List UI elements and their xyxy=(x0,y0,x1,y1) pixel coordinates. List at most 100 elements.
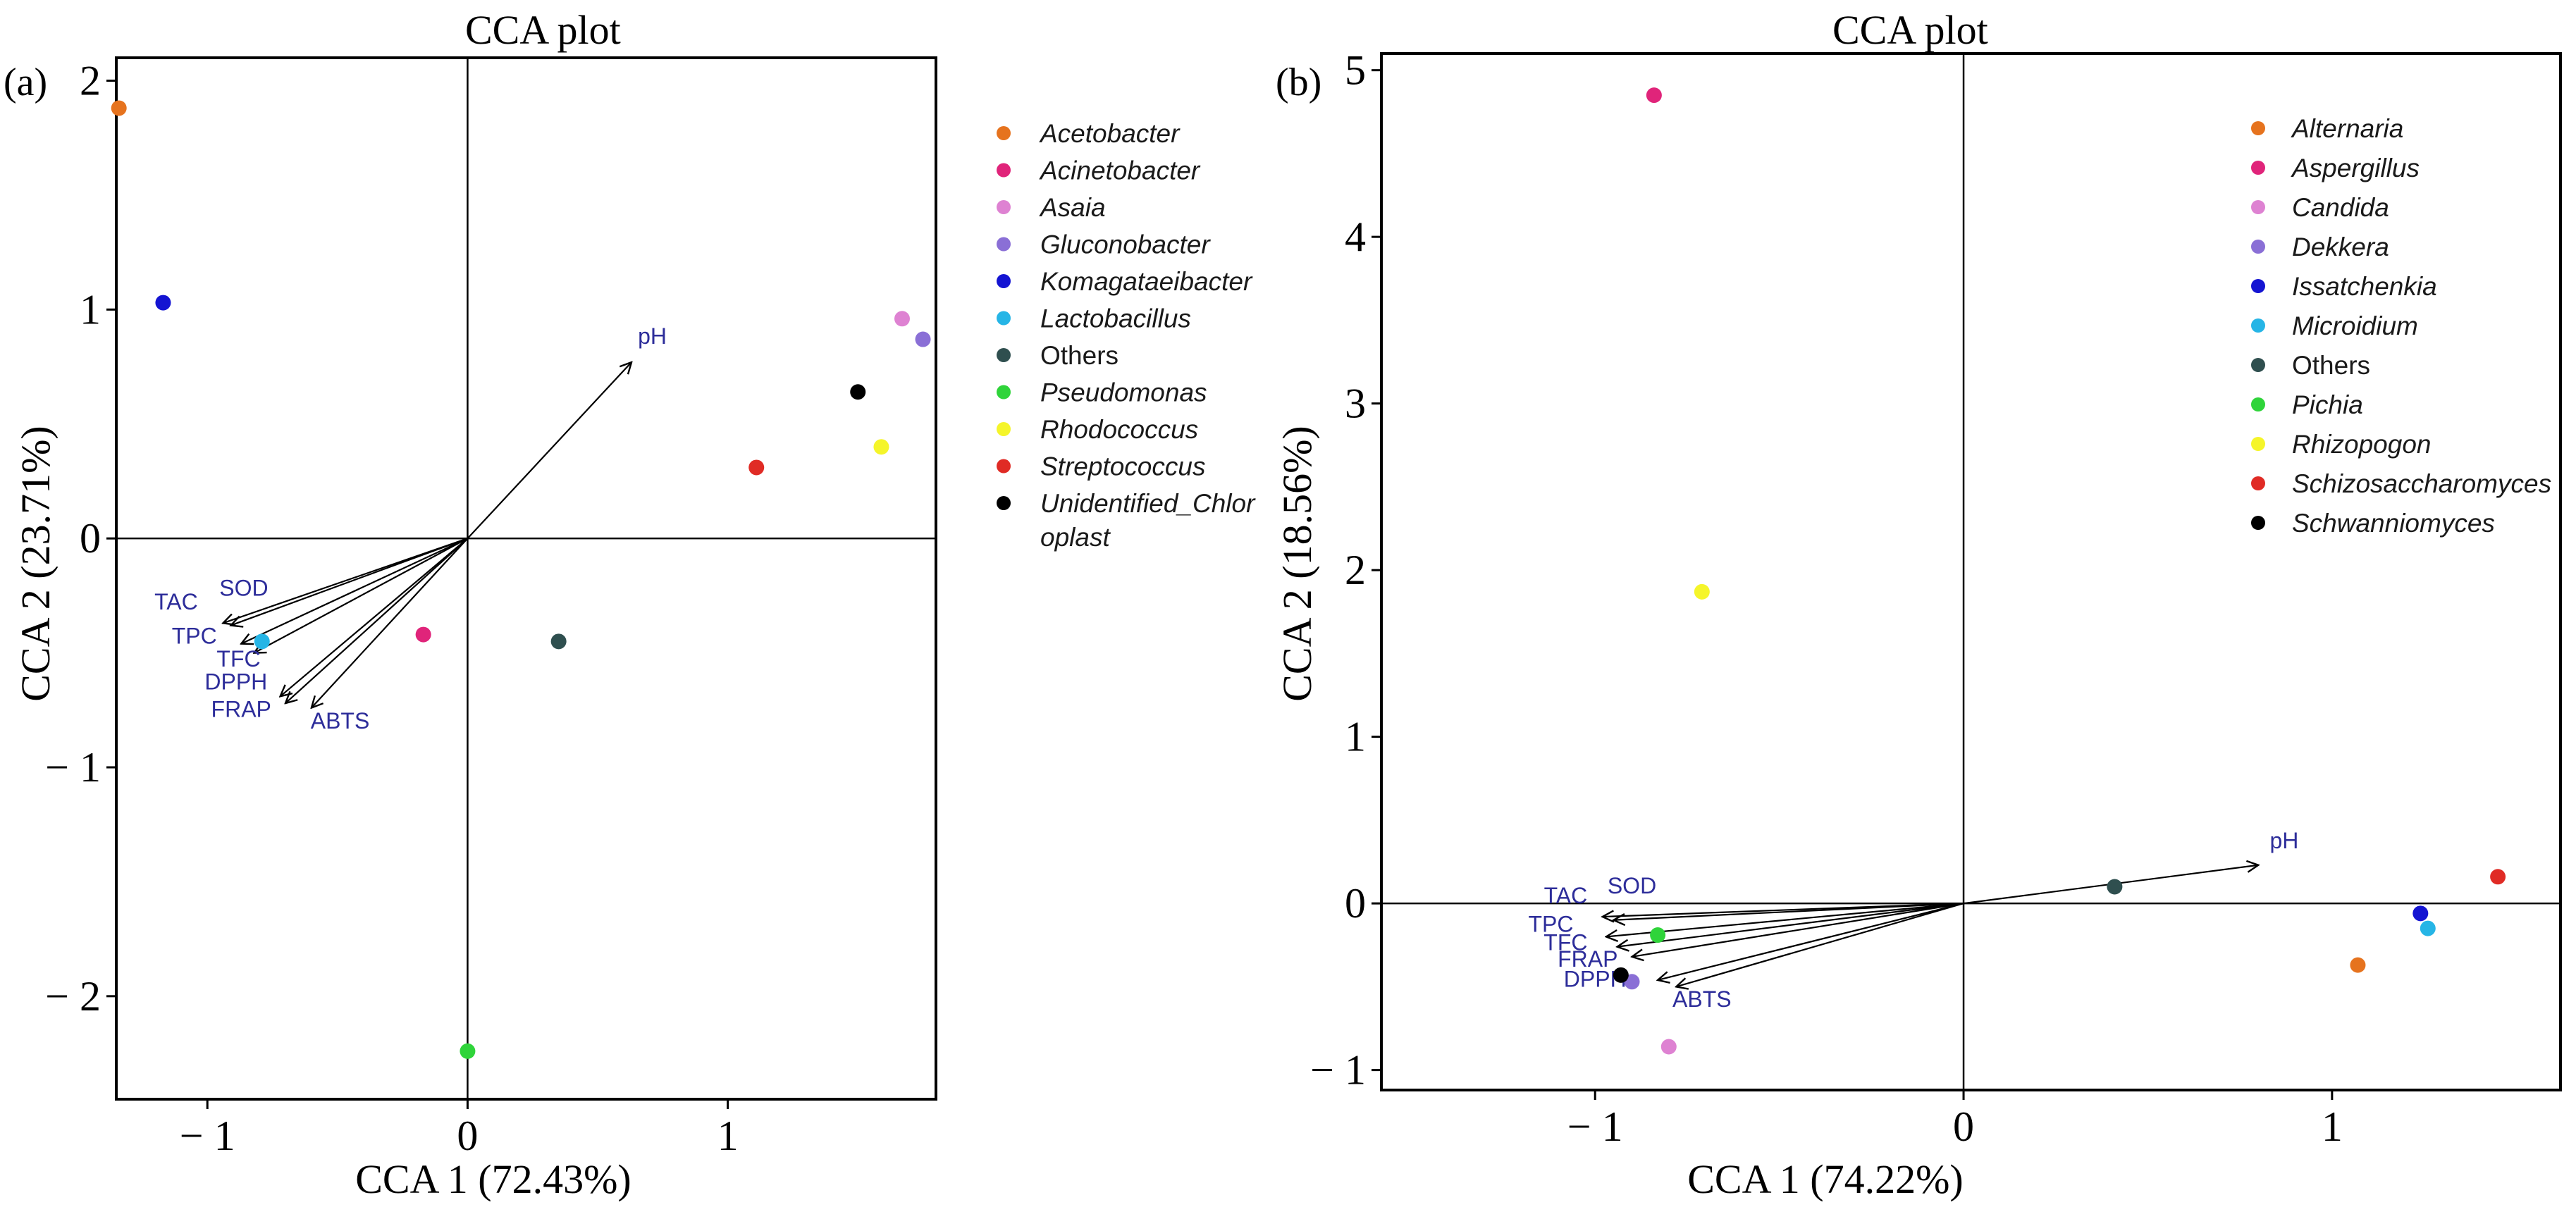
vector-label-tfc: TFC xyxy=(216,646,260,671)
vector-arrow-dpph xyxy=(281,538,469,696)
point-aspergillus xyxy=(1646,87,1662,104)
vector-label-ph: pH xyxy=(2269,828,2298,853)
vector-arrow-abts xyxy=(312,538,469,707)
vector-arrow-sod xyxy=(230,538,468,625)
vector-label-dpph: DPPH xyxy=(204,669,267,695)
legend-label: Others xyxy=(2292,351,2370,380)
legend-label: Rhodococcus xyxy=(1040,415,1198,444)
legend-label: Aspergillus xyxy=(2291,154,2420,182)
legend-marker xyxy=(997,348,1011,362)
legend-label-continued: oplast xyxy=(1040,523,1111,552)
point-acinetobacter xyxy=(415,626,431,643)
panel-label: (b) xyxy=(1276,61,1321,104)
y-axis-label: CCA 2 (23.71%) xyxy=(13,426,58,702)
vector-arrow-frap xyxy=(285,538,469,703)
point-others xyxy=(550,633,567,650)
vector-label-sod: SOD xyxy=(219,575,268,600)
legend: Acetobacter Acinetobacter Asaia Gluconobact… xyxy=(997,119,1256,552)
point-alternaria xyxy=(2350,957,2366,973)
y-tick-label: − 2 xyxy=(45,973,101,1020)
legend-marker xyxy=(2251,397,2265,411)
legend-label: Acinetobacter xyxy=(1039,156,1201,185)
panel-label: (a) xyxy=(4,61,47,104)
legend-label: Rhizopogon xyxy=(2292,430,2431,459)
legend-label: Dekkera xyxy=(2292,233,2389,261)
vector-arrow-tpc xyxy=(1606,903,1964,936)
point-rhizopogon xyxy=(1694,583,1710,600)
legend-marker xyxy=(997,274,1011,288)
x-tick-label: − 1 xyxy=(1567,1103,1623,1150)
cca-panel-a: CCA plot (a) CCA 1 (72.43%) CCA 2 (23.71%) −… xyxy=(4,7,1256,1202)
legend-marker xyxy=(997,311,1011,326)
vector-arrow-tfc xyxy=(1617,903,1964,946)
legend-label: Acetobacter xyxy=(1039,119,1181,148)
legend-marker xyxy=(2251,279,2265,293)
x-tick-label: 0 xyxy=(1953,1103,1974,1150)
y-tick-label: 2 xyxy=(1345,547,1366,593)
legend: Alternaria Aspergillus Candida Dekkera Issat… xyxy=(2251,114,2551,538)
legend-marker xyxy=(2251,200,2265,214)
vector-arrow-ph xyxy=(467,362,631,539)
point-schizosaccharomyces xyxy=(2490,869,2506,885)
legend-marker xyxy=(997,237,1011,252)
vector-label-ph: pH xyxy=(638,323,667,349)
vector-label-frap: FRAP xyxy=(1558,946,1617,972)
vector-arrow-tac xyxy=(223,538,468,623)
y-tick-label: − 1 xyxy=(45,744,101,791)
y-tick-label: 5 xyxy=(1345,47,1366,94)
point-lactobacillus xyxy=(254,633,270,650)
legend-marker xyxy=(997,496,1011,510)
x-tick-label: 1 xyxy=(717,1113,739,1159)
point-schwanniomyces xyxy=(1613,967,1629,983)
legend-label: Schizosaccharomyces xyxy=(2292,469,2551,498)
y-tick-label: 1 xyxy=(80,286,101,333)
legend-label: Schwanniomyces xyxy=(2292,509,2495,538)
legend-label: Alternaria xyxy=(2291,114,2403,143)
legend-marker xyxy=(997,126,1011,140)
y-tick-label: 2 xyxy=(80,57,101,104)
legend-label: Candida xyxy=(2292,193,2389,222)
legend-label: Pichia xyxy=(2292,390,2363,419)
y-axis-label: CCA 2 (18.56%) xyxy=(1274,426,1320,702)
point-rhodococcus xyxy=(873,439,889,455)
x-axis-label: CCA 1 (72.43%) xyxy=(355,1156,631,1202)
point-microidium xyxy=(2420,920,2436,936)
legend-marker xyxy=(997,200,1011,214)
legend-marker xyxy=(997,385,1011,400)
plot-frame xyxy=(1380,52,2562,1091)
vector-label-tfc: TFC xyxy=(1543,929,1587,955)
legend-label: Komagataeibacter xyxy=(1040,267,1253,296)
point-asaia xyxy=(894,311,911,327)
vector-label-abts: ABTS xyxy=(1672,986,1732,1012)
vector-arrow-abts xyxy=(1676,903,1964,986)
y-tick-label: 0 xyxy=(80,515,101,562)
legend-marker xyxy=(2251,516,2265,530)
legend-marker xyxy=(997,422,1011,436)
vector-arrow-tpc xyxy=(241,538,468,643)
x-tick-label: 0 xyxy=(457,1113,478,1159)
point-others xyxy=(2107,879,2123,895)
legend-marker xyxy=(997,459,1011,473)
point-unidentified-chloroplast xyxy=(850,384,866,400)
legend-label: Microidium xyxy=(2292,311,2418,340)
point-pichia xyxy=(1650,927,1666,943)
x-tick-label: 1 xyxy=(2322,1103,2343,1150)
plot-frame xyxy=(115,56,937,1101)
vector-label-abts: ABTS xyxy=(311,708,370,734)
legend-label: Pseudomonas xyxy=(1040,378,1207,407)
vector-arrow-dpph xyxy=(1658,903,1964,980)
legend-marker xyxy=(2251,318,2265,333)
x-axis-label: CCA 1 (74.22%) xyxy=(1687,1156,1964,1202)
legend-marker xyxy=(2251,240,2265,254)
legend-marker xyxy=(2251,476,2265,490)
point-streptococcus xyxy=(748,459,765,476)
legend-marker xyxy=(2251,161,2265,175)
vector-label-frap: FRAP xyxy=(211,697,271,722)
vector-arrow-frap xyxy=(1632,903,1964,957)
cca-panel-b: CCA plot (b) CCA 1 (74.22%) CCA 2 (18.56%) −… xyxy=(1274,7,2562,1202)
legend-marker xyxy=(2251,358,2265,372)
y-tick-label: 4 xyxy=(1345,213,1366,260)
y-tick-label: 3 xyxy=(1345,380,1366,427)
point-acetobacter xyxy=(111,100,127,116)
